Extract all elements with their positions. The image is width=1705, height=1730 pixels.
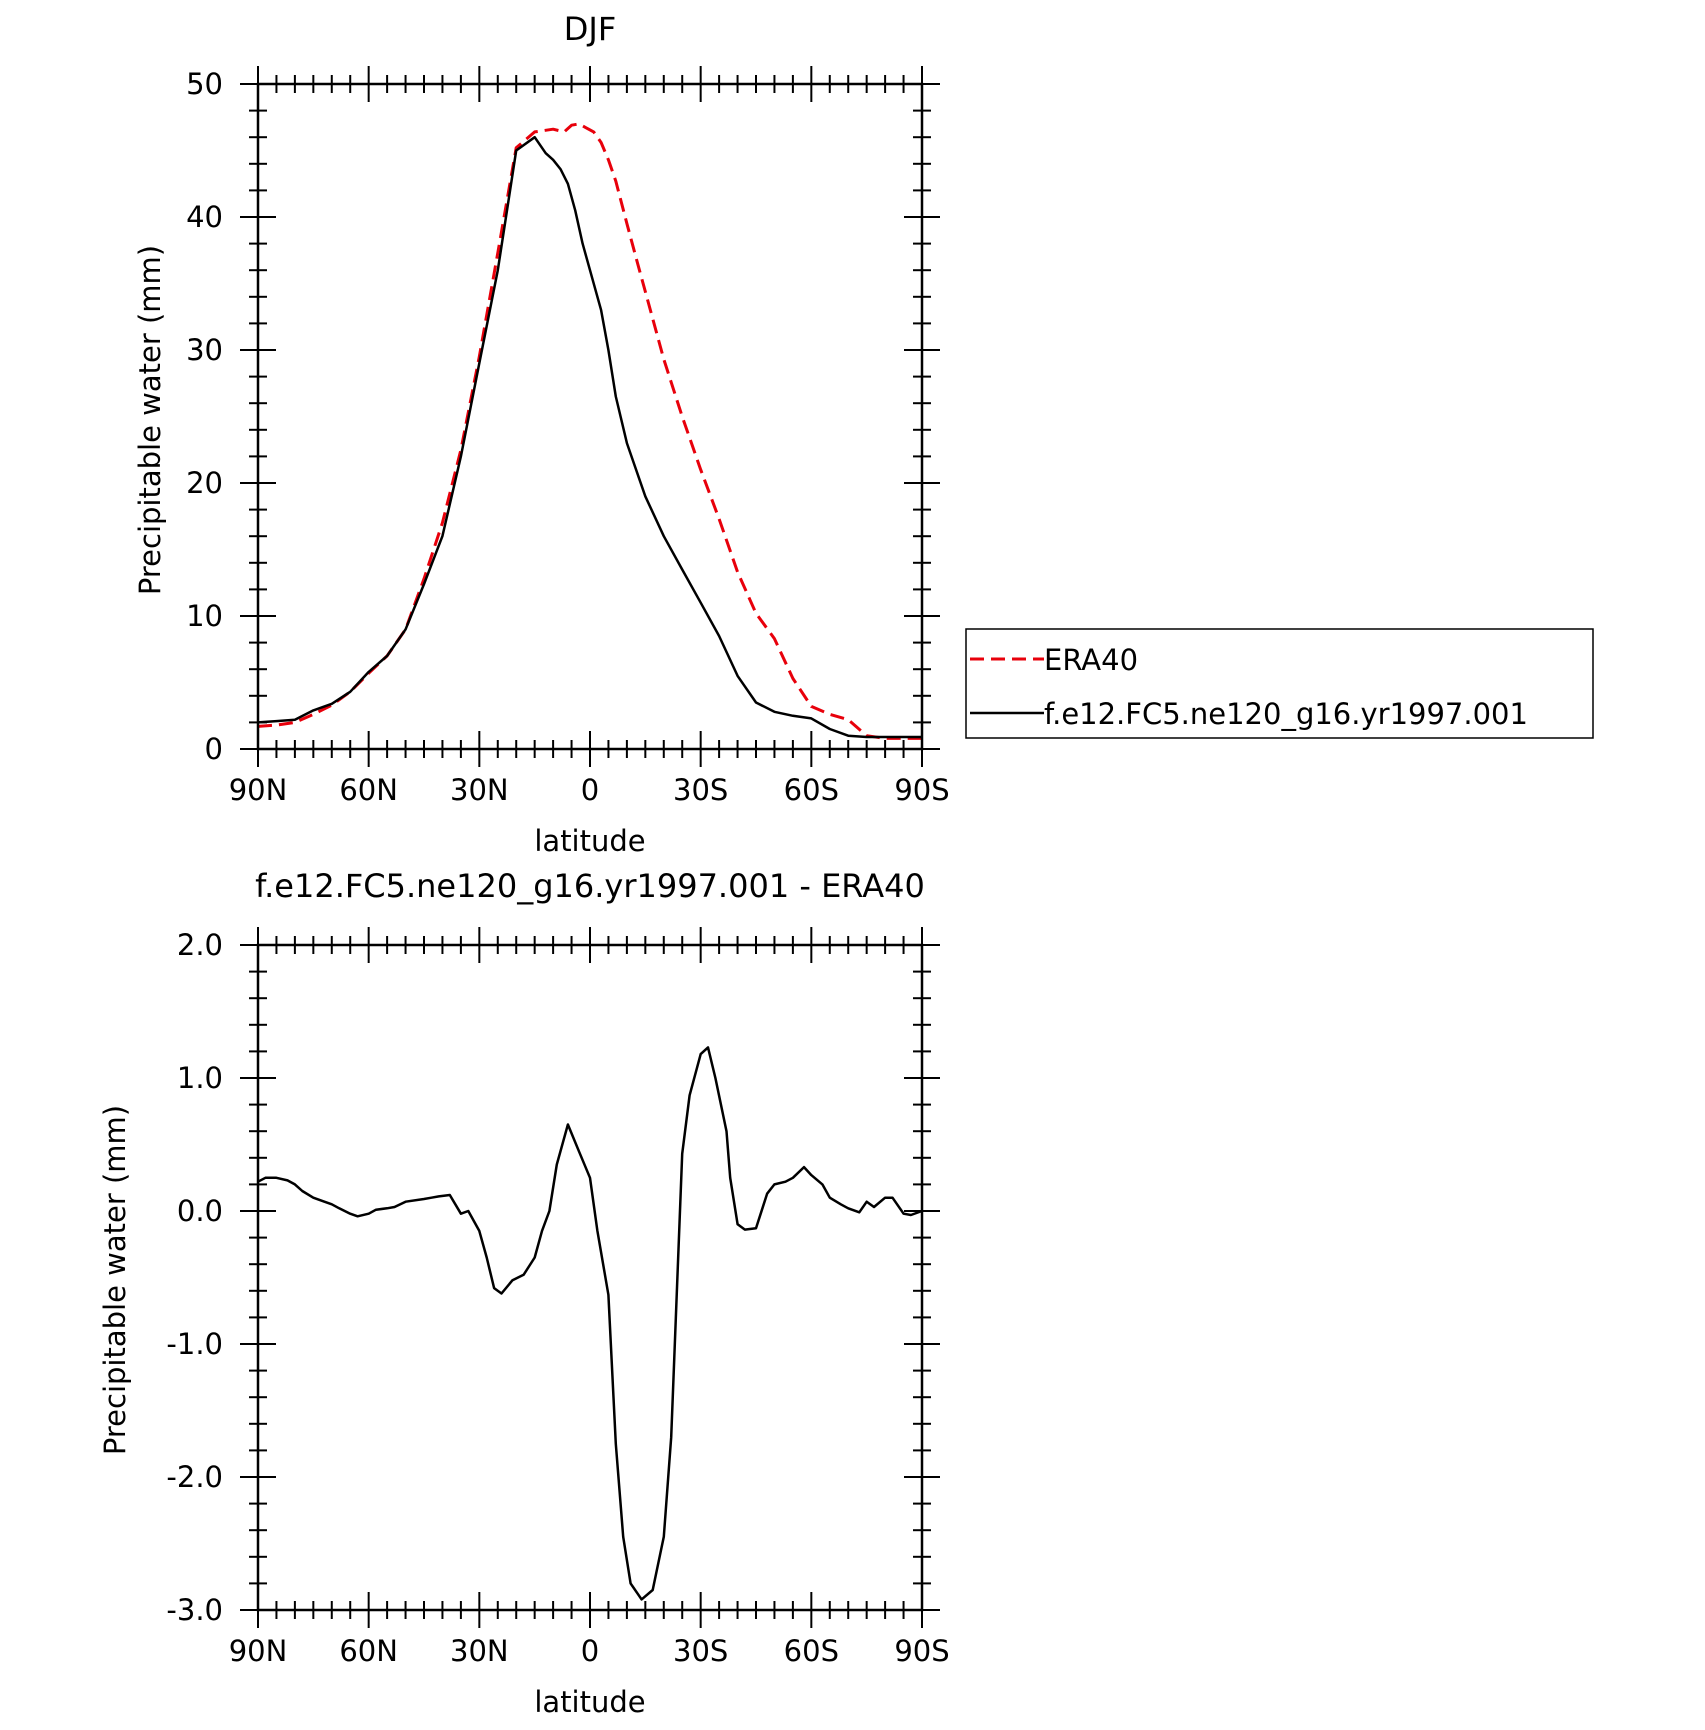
y-tick-label: 2.0 [177,928,223,962]
y-tick-label: -3.0 [166,1593,223,1627]
x-tick-label: 60S [784,1634,839,1668]
ticks-top [240,66,940,767]
y-tick-label: 50 [186,67,223,101]
series-line-era40 [257,122,922,740]
y-axis-label: Precipitable water (mm) [98,1105,132,1455]
chart-title: f.e12.FC5.ne120_g16.yr1997.001 - ERA40 [255,867,925,905]
x-tick-label: 30S [673,1634,728,1668]
x-tick-label: 30N [450,1634,509,1668]
y-tick-label: -2.0 [166,1460,223,1494]
x-tick-label: 90N [229,1634,288,1668]
y-tick-label: 1.0 [177,1061,223,1095]
x-tick-label: 90S [894,773,949,807]
x-tick-label: 60N [339,773,398,807]
y-tick-label: 30 [186,333,223,367]
tick-labels-bottom: 90N 60N 30N 0 30S 60S 90S -3.0 -2.0 -1.0 0.0 1.0 2.0 [166,928,949,1668]
x-tick-label: 30N [450,773,509,807]
tick-labels-top: 90N 60N 30N 0 30S 60S 90S 0 10 20 30 40 50 [186,67,950,807]
series-top [257,122,922,740]
y-tick-label: 40 [186,200,223,234]
chart-title: DJF [564,10,616,48]
y-tick-label: 0 [205,732,223,766]
x-tick-label: 90S [894,1634,949,1668]
x-tick-label: 60S [784,773,839,807]
panel-top-mean: DJF Precipitable water (mm) latitude 90N… [133,10,1594,858]
ticks-bottom [240,927,940,1628]
series-line-model [257,135,922,739]
legend-box [965,628,1594,739]
y-tick-label: 20 [186,466,223,500]
x-tick-label: 90N [229,773,288,807]
x-axis-label: latitude [534,1685,645,1719]
x-tick-label: 60N [339,1634,398,1668]
x-tick-label: 0 [581,773,599,807]
x-tick-label: 0 [581,1634,599,1668]
panel-bottom-difference: f.e12.FC5.ne120_g16.yr1997.001 - ERA40 P… [98,867,950,1719]
series-bottom [257,1046,923,1601]
legend-label-era40: ERA40 [1044,643,1138,677]
plot-frame [256,943,924,1612]
y-tick-label: 0.0 [177,1194,223,1228]
y-tick-label: 10 [186,599,223,633]
y-axis-label: Precipitable water (mm) [133,245,167,595]
y-tick-label: -1.0 [166,1327,223,1361]
legend: ERA40 f.e12.FC5.ne120_g16.yr1997.001 [965,628,1594,739]
x-tick-label: 30S [673,773,728,807]
legend-label-model: f.e12.FC5.ne120_g16.yr1997.001 [1044,697,1528,731]
plot-frame [256,82,924,751]
series-line-difference [257,1046,923,1601]
x-axis-label: latitude [534,824,645,858]
